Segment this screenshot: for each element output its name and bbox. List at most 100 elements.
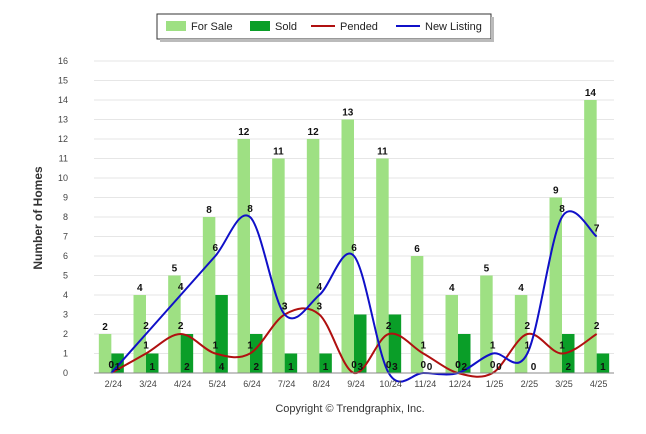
y-tick-label: 2 <box>63 329 68 339</box>
data-label-for-sale: 11 <box>377 147 388 158</box>
bar-for-sale <box>202 217 216 373</box>
y-tick-label: 9 <box>63 193 68 203</box>
bar-sold <box>596 353 610 373</box>
legend-label: Pended <box>340 21 378 33</box>
bar-sold <box>146 353 159 373</box>
data-label-pended: 1 <box>421 341 427 352</box>
data-label-sold: 2 <box>253 362 259 373</box>
data-label-new-listing: 7 <box>594 224 600 235</box>
data-label-sold: 1 <box>115 362 121 373</box>
data-label-sold: 2 <box>184 362 190 373</box>
y-tick-label: 13 <box>58 115 68 125</box>
y-tick-label: 11 <box>59 154 68 164</box>
x-axis-ticks: 2/24 3/24 4/24 5/24 6/24 7/24 8/24 9/24 10/24 11/… <box>105 379 608 389</box>
bar-sold <box>388 314 402 373</box>
bar-for-sale <box>306 139 320 373</box>
legend-shadow <box>491 17 494 42</box>
bar-for-sale <box>445 295 458 373</box>
data-label-sold: 3 <box>357 362 363 373</box>
x-tick-label: 2/25 <box>521 379 539 389</box>
data-label-for-sale: 11 <box>273 147 284 158</box>
data-label-sold: 0 <box>496 362 502 373</box>
data-label-new-listing: 3 <box>282 302 288 313</box>
bar-for-sale <box>584 100 597 373</box>
bar-sold <box>180 334 194 373</box>
data-label-pended: 1 <box>559 341 565 352</box>
x-tick-label: 3/25 <box>555 379 573 389</box>
data-label-pended: 0 <box>490 360 496 371</box>
x-tick-label: 12/24 <box>449 379 472 389</box>
data-label-new-listing: 8 <box>559 204 565 215</box>
x-tick-label: 6/24 <box>243 379 261 389</box>
data-label-for-sale: 6 <box>414 244 420 255</box>
legend-item-pended: Pended <box>311 21 378 33</box>
data-label-for-sale: 4 <box>137 283 143 294</box>
x-tick-label: 5/24 <box>209 379 227 389</box>
bar-sold <box>354 314 367 373</box>
legend-swatch <box>250 21 270 31</box>
copyright-text: Copyright © Trendgraphix, Inc. <box>275 403 424 415</box>
x-tick-label: 8/24 <box>313 379 331 389</box>
data-label-new-listing: 4 <box>317 282 323 293</box>
x-tick-label: 11/24 <box>414 379 436 389</box>
data-label-sold: 2 <box>565 362 571 373</box>
y-axis-label: Number of Homes <box>31 166 45 270</box>
data-label-new-listing: 6 <box>213 243 219 254</box>
data-label-for-sale: 4 <box>518 283 524 294</box>
data-label-sold: 1 <box>149 362 155 373</box>
data-label-for-sale: 4 <box>449 283 455 294</box>
x-tick-label: 4/24 <box>174 379 192 389</box>
data-label-new-listing: 1 <box>525 341 531 352</box>
data-label-new-listing: 0 <box>421 360 427 371</box>
data-label-pended: 1 <box>213 341 219 352</box>
y-tick-label: 5 <box>63 271 68 281</box>
y-tick-label: 10 <box>58 173 68 183</box>
data-label-for-sale: 8 <box>206 205 212 216</box>
x-tick-label: 1/25 <box>486 379 504 389</box>
y-tick-label: 7 <box>63 232 68 242</box>
data-label-for-sale: 13 <box>342 108 354 119</box>
legend-item-sold: Sold <box>250 21 297 33</box>
data-label-sold: 1 <box>323 362 329 373</box>
y-tick-label: 1 <box>63 349 68 359</box>
y-tick-label: 14 <box>58 95 68 105</box>
data-label-pended: 1 <box>247 341 253 352</box>
bar-for-sale <box>341 119 354 373</box>
bar-for-sale <box>376 158 389 373</box>
legend-shadow-bottom <box>160 39 494 42</box>
bar-for-sale <box>480 275 493 373</box>
bar-for-sale <box>272 158 285 373</box>
data-label-for-sale: 14 <box>585 88 597 99</box>
y-tick-label: 8 <box>63 212 68 222</box>
data-label-pended: 0 <box>109 360 115 371</box>
x-tick-label: 7/24 <box>278 379 296 389</box>
bar-sold <box>562 334 575 373</box>
y-tick-label: 6 <box>63 251 68 261</box>
bar-for-sale <box>237 139 250 373</box>
data-label-pended: 3 <box>282 302 288 313</box>
line-new-listing <box>110 210 598 383</box>
data-label-new-listing: 2 <box>143 321 149 332</box>
legend: For Sale Sold Pended New Listing <box>156 13 494 42</box>
data-label-new-listing: 4 <box>178 282 184 293</box>
bar-for-sale <box>549 197 562 373</box>
y-tick-label: 15 <box>58 76 68 86</box>
data-label-pended: 1 <box>143 341 149 352</box>
data-label-pended: 2 <box>386 321 392 332</box>
data-label-pended: 3 <box>317 302 323 313</box>
bar-for-sale <box>133 295 146 373</box>
legend-item-for-sale: For Sale <box>166 21 233 33</box>
bar-for-sale <box>98 334 112 373</box>
data-label-new-listing: 8 <box>247 204 253 215</box>
data-label-new-listing: 0 <box>109 360 115 371</box>
y-tick-label: 12 <box>58 134 68 144</box>
data-label-for-sale: 5 <box>172 264 178 275</box>
bar-for-sale <box>410 256 424 373</box>
y-tick-label: 0 <box>63 368 68 378</box>
data-label-sold: 4 <box>219 362 225 373</box>
x-tick-label: 4/25 <box>590 379 608 389</box>
data-label-sold: 2 <box>461 362 467 373</box>
data-label-for-sale: 12 <box>238 127 250 138</box>
